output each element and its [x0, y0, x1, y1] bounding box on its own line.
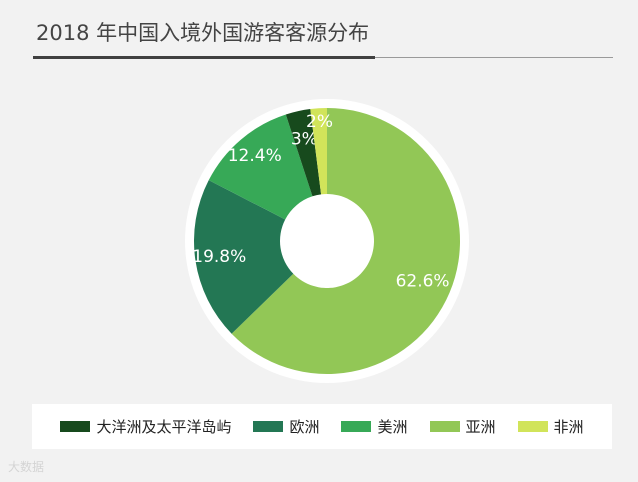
legend-item-americas: 美洲 [341, 416, 408, 437]
pie-slice-3 [285, 109, 322, 197]
donut-chart: 62.6% 19.8% 12.4% 3%2% [185, 99, 469, 383]
pie-slice-1 [193, 180, 294, 334]
pie-slice-2 [208, 114, 313, 220]
legend-swatch-europe [253, 421, 284, 432]
data-label-1: 19.8% [192, 247, 246, 267]
chart-title: 2018 年中国入境外国游客客源分布 [36, 21, 370, 45]
pie-slice-4 [310, 108, 327, 195]
watermark-logo: 大数据 [8, 460, 45, 474]
pie-slice-0 [231, 108, 460, 374]
legend-label-oceania: 大洋洲及太平洋岛屿 [96, 418, 232, 436]
legend-label-americas: 美洲 [377, 418, 408, 436]
data-label-3: 3% [291, 130, 318, 150]
legend-swatch-africa [517, 421, 548, 432]
legend-swatch-asia [429, 421, 460, 432]
legend-item-oceania: 大洋洲及太平洋岛屿 [60, 416, 231, 437]
legend-label-europe: 欧洲 [289, 418, 320, 436]
legend-label-africa: 非洲 [553, 418, 584, 436]
legend-item-africa: 非洲 [517, 416, 584, 437]
data-label-0: 62.6% [396, 271, 450, 291]
legend-item-asia: 亚洲 [429, 416, 496, 437]
data-label-2: 12.4% [228, 146, 282, 166]
legend-swatch-oceania [60, 421, 91, 432]
chart-legend: 大洋洲及太平洋岛屿 欧洲 美洲 亚洲 非洲 [32, 404, 612, 449]
legend-label-asia: 亚洲 [465, 418, 496, 436]
title-rule [375, 57, 613, 58]
title-underline [33, 56, 375, 59]
data-label-4: 2% [306, 112, 333, 132]
legend-swatch-americas [341, 421, 372, 432]
legend-item-europe: 欧洲 [253, 416, 319, 437]
